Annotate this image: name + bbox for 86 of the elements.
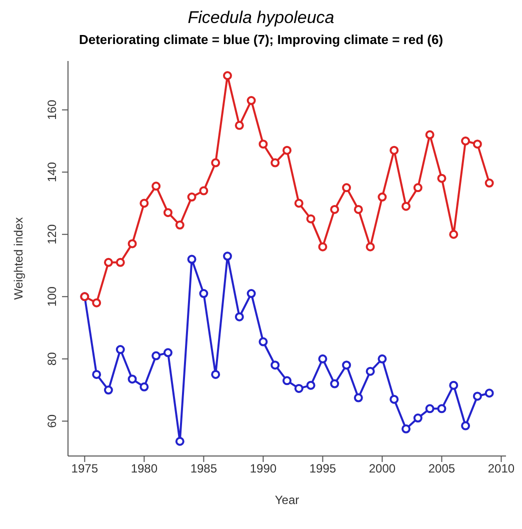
point: [270, 360, 280, 370]
point: [425, 404, 434, 414]
point: [211, 158, 220, 168]
x-tick-label: 1980: [130, 462, 158, 476]
point: [484, 178, 494, 188]
point: [425, 130, 434, 140]
point: [354, 204, 363, 214]
point: [282, 376, 292, 386]
point: [234, 120, 244, 130]
point: [366, 366, 375, 376]
point: [484, 388, 494, 398]
y-tick-label: 100: [45, 286, 59, 307]
point: [104, 258, 113, 267]
point: [461, 421, 470, 430]
point: [378, 192, 387, 202]
point: [449, 380, 458, 390]
y-tick-label: 120: [45, 224, 59, 244]
point: [306, 380, 316, 390]
point: [318, 354, 328, 364]
point: [128, 239, 137, 248]
x-tick-label: 2005: [428, 462, 456, 476]
point: [378, 354, 387, 364]
point: [294, 384, 304, 393]
point: [342, 183, 352, 192]
x-tick-label: 1985: [190, 462, 218, 476]
y-tick-label: 60: [45, 414, 59, 428]
point: [222, 71, 232, 80]
point: [187, 254, 196, 264]
point: [92, 298, 102, 308]
point: [140, 382, 149, 392]
point: [270, 158, 280, 168]
point: [92, 370, 102, 379]
y-axis-title: Weighted index: [11, 217, 26, 300]
point: [258, 140, 268, 149]
point: [140, 198, 149, 208]
point: [246, 96, 256, 106]
point: [366, 242, 375, 252]
point: [461, 136, 470, 146]
point: [152, 351, 161, 360]
y-tick-label: 80: [45, 352, 59, 366]
point: [199, 186, 208, 196]
x-tick-label: 2000: [368, 462, 396, 476]
x-tick-label: 1990: [250, 462, 277, 476]
chart-title: Ficedula hypoleuca: [186, 8, 336, 28]
point: [354, 393, 363, 402]
point: [211, 370, 220, 379]
x-tick-label: 2010: [488, 462, 515, 476]
point: [258, 337, 268, 346]
point: [413, 183, 422, 192]
point: [187, 192, 196, 202]
point: [163, 348, 172, 358]
point: [128, 374, 137, 384]
y-tick-label: 160: [45, 100, 59, 120]
point: [437, 174, 446, 183]
chart-subtitle: Deteriorating climate = blue (7); Improving climate = red (6): [78, 32, 444, 47]
point: [330, 379, 340, 388]
x-tick-label: 1995: [309, 462, 336, 476]
x-axis-title: Year: [274, 493, 300, 507]
y-tick-label: 140: [45, 162, 59, 182]
point: [472, 392, 482, 401]
point: [294, 198, 304, 208]
point: [104, 386, 113, 395]
point: [390, 394, 399, 404]
point: [175, 220, 184, 230]
point: [437, 404, 446, 414]
point: [318, 242, 328, 252]
point: [449, 230, 458, 239]
point: [472, 140, 482, 149]
point: [402, 202, 411, 211]
point: [234, 312, 244, 322]
point: [199, 289, 208, 298]
point: [152, 182, 161, 191]
point: [330, 204, 340, 214]
point: [163, 208, 172, 218]
point: [282, 146, 292, 155]
point: [390, 146, 399, 155]
point: [222, 252, 232, 261]
point: [402, 424, 411, 434]
point: [246, 289, 256, 298]
point: [116, 258, 125, 267]
point: [413, 414, 422, 423]
x-tick-label: 1975: [71, 462, 98, 476]
point: [116, 345, 125, 354]
point: [175, 436, 184, 446]
point: [306, 214, 316, 224]
point: [342, 360, 352, 370]
